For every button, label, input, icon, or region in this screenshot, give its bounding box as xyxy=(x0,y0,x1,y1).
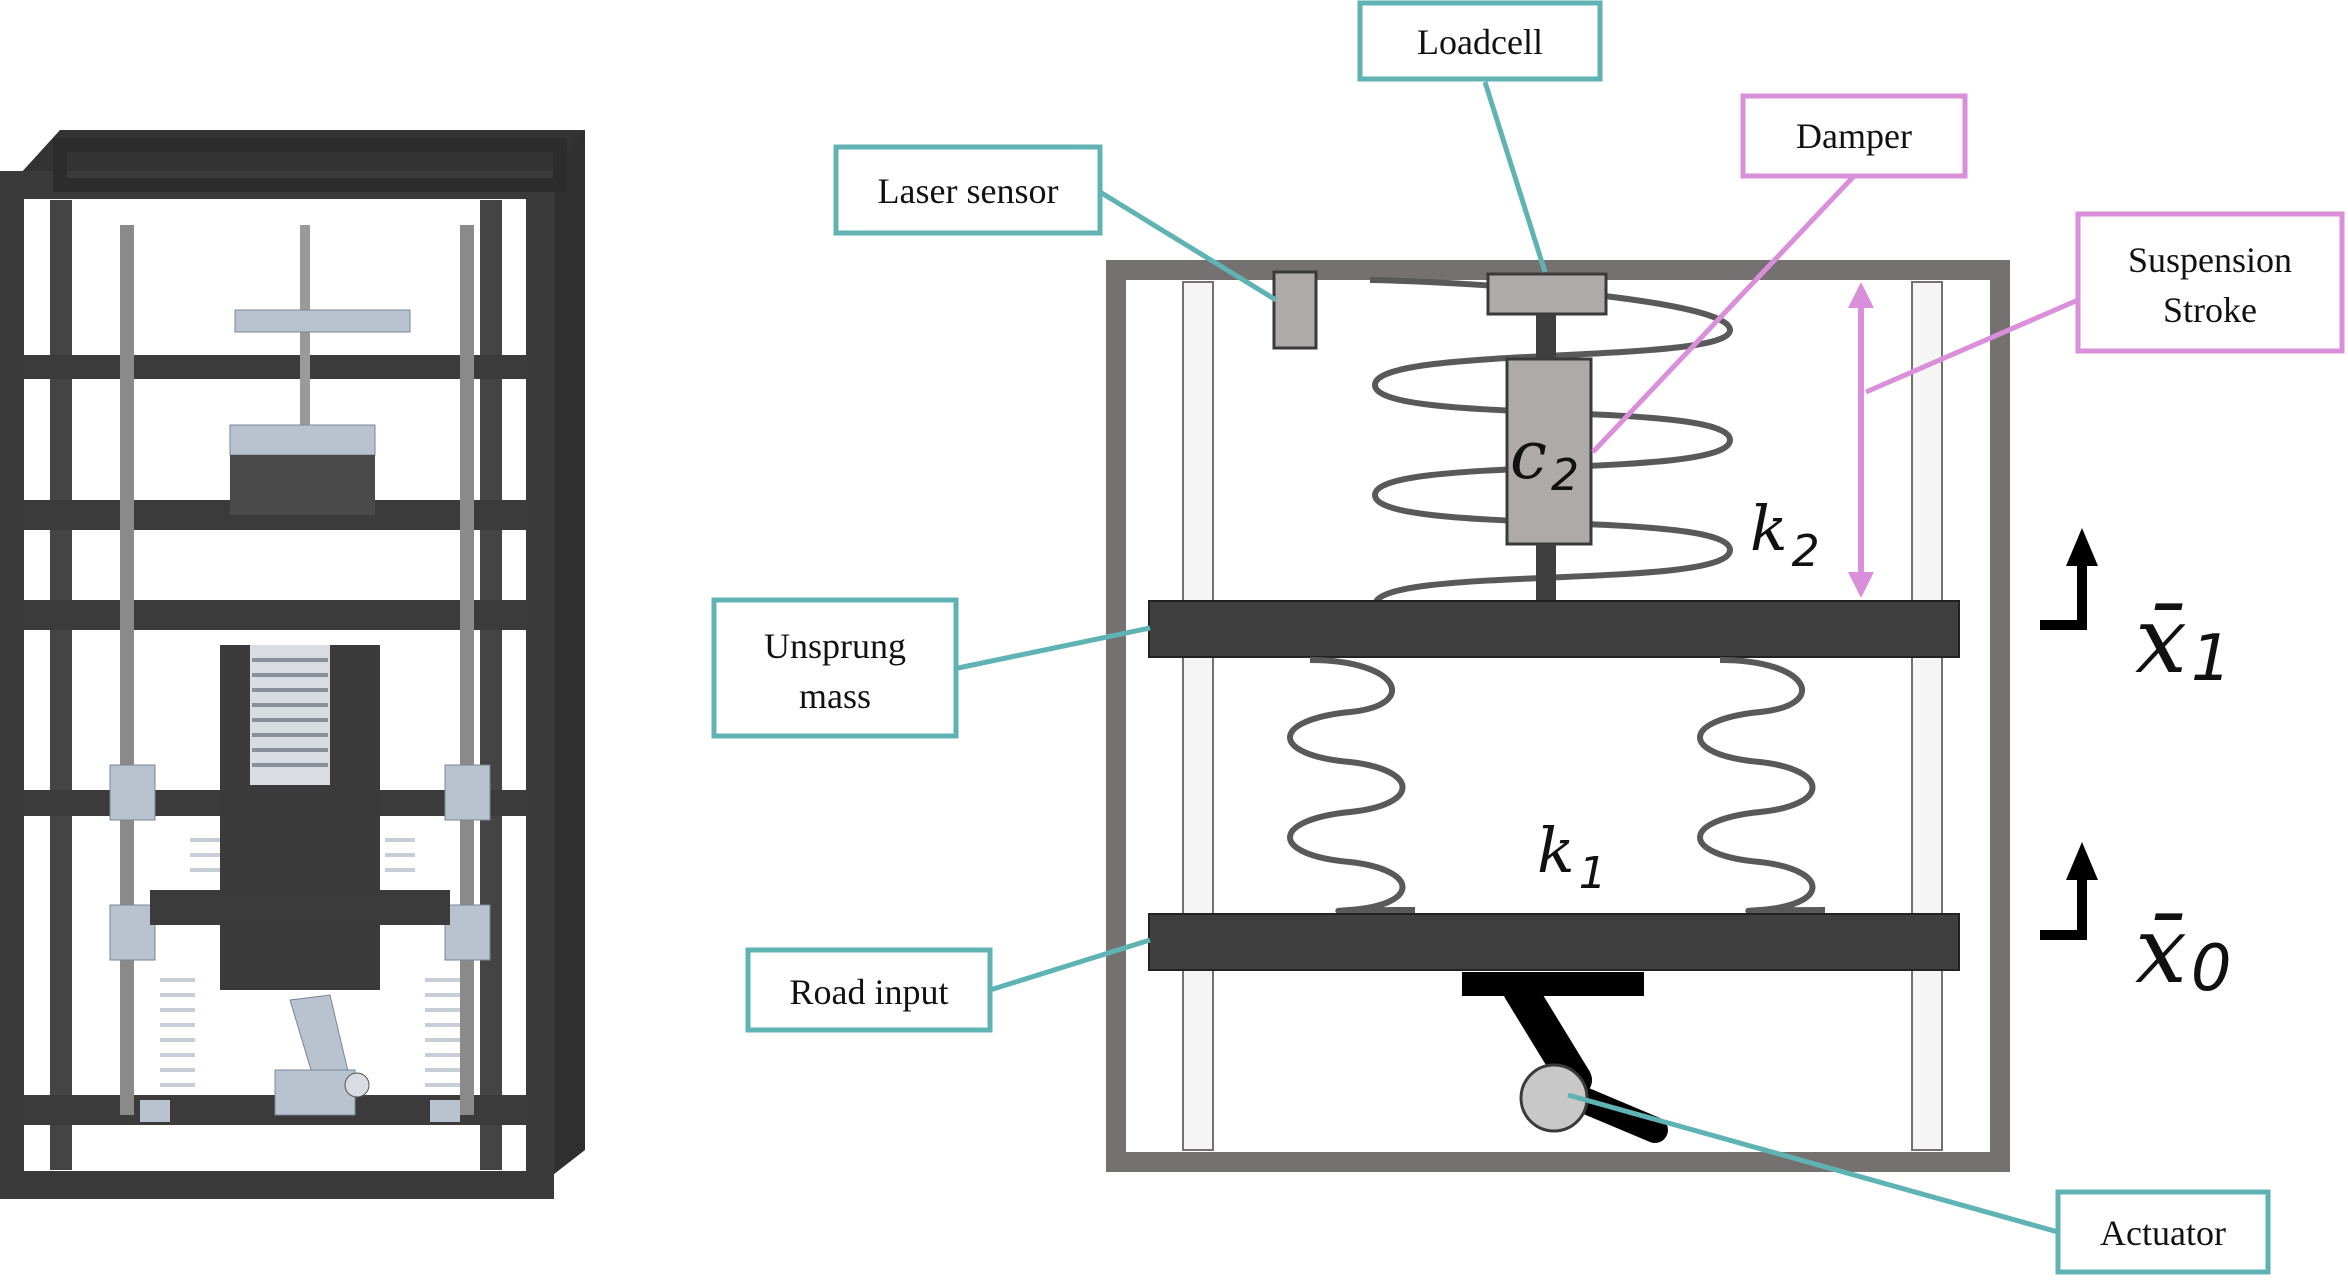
road-input-plate xyxy=(1148,913,1960,971)
callout-lines xyxy=(957,81,2079,1235)
guide-rail-right xyxy=(1911,281,1943,1151)
symbol-x0: x̄0 xyxy=(2135,897,2232,1006)
label-laser-sensor: Laser sensor xyxy=(878,171,1059,211)
damper-rod-top xyxy=(1536,314,1556,359)
callout-actuator: Actuator xyxy=(2055,1189,2271,1275)
actuator-mount xyxy=(1462,972,1644,996)
cad-rig-rendering xyxy=(0,130,585,1199)
symbol-k2: k2 xyxy=(1750,492,1820,577)
symbol-k1: k1 xyxy=(1537,814,1607,899)
lower-spring-left xyxy=(1287,657,1416,914)
callout-road-input: Road input xyxy=(745,947,993,1033)
x0-indicator: x̄0 xyxy=(2040,842,2232,1006)
callout-loadcell: Loadcell xyxy=(1357,0,1603,82)
label-unsprung-line1: Unsprung xyxy=(764,626,906,666)
label-damper: Damper xyxy=(1796,116,1912,156)
schematic: c2 k2 k1 x̄1 x̄0 xyxy=(1106,260,2232,1172)
label-actuator: Actuator xyxy=(2100,1213,2226,1253)
x1-indicator: x̄1 xyxy=(2040,528,2232,696)
laser-sensor-block xyxy=(1272,270,1318,350)
unsprung-mass-plate xyxy=(1148,600,1960,658)
up-arrow-icon xyxy=(2040,560,2087,630)
callout-damper: Damper xyxy=(1740,93,1968,179)
up-arrow-icon xyxy=(2040,875,2087,940)
callout-suspension-stroke: Suspension Stroke xyxy=(2075,211,2345,354)
label-unsprung-line2: mass xyxy=(799,676,871,716)
damper-body xyxy=(1505,357,1593,546)
actuator-arm xyxy=(1503,973,1592,1097)
guide-rail-left xyxy=(1182,281,1214,1151)
symbol-c2: c2 xyxy=(1510,417,1579,501)
label-loadcell: Loadcell xyxy=(1417,22,1543,62)
label-suspension-line2: Stroke xyxy=(2163,290,2257,330)
damper-rod-bottom xyxy=(1536,544,1556,606)
callout-laser-sensor: Laser sensor xyxy=(833,144,1103,236)
lower-spring-right xyxy=(1697,657,1826,914)
schematic-frame xyxy=(1106,260,2010,1172)
suspension-stroke-arrow xyxy=(1848,282,1874,598)
label-road-input: Road input xyxy=(790,972,949,1012)
label-suspension-line1: Suspension xyxy=(2128,240,2292,280)
callout-unsprung-mass: Unsprung mass xyxy=(711,597,959,739)
loadcell-block xyxy=(1486,272,1608,316)
symbol-x1: x̄1 xyxy=(2135,587,2232,696)
